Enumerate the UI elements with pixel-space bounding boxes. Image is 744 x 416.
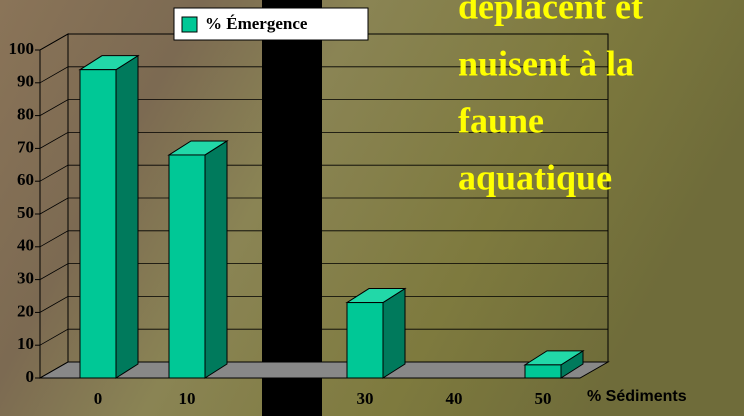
y-tick-label: 50 xyxy=(17,203,34,222)
annotation-line: aquatique xyxy=(458,157,612,197)
bar-side xyxy=(205,141,227,378)
x-tick-label: 0 xyxy=(94,389,103,408)
y-tick-label: 100 xyxy=(9,39,35,58)
x-tick-label: 30 xyxy=(357,389,374,408)
x-tick-label: 50 xyxy=(535,389,552,408)
bar xyxy=(525,365,561,378)
bar-side xyxy=(116,56,138,378)
x-tick-label: 10 xyxy=(179,389,196,408)
chart: 0 10 20 30 40 50 60 70 80 90 100 0 10 20 30 40 50 % Émer… xyxy=(0,0,744,416)
x-tick-label: 20 xyxy=(268,389,285,408)
y-tick-label: 70 xyxy=(17,137,34,156)
legend-label: % Émergence xyxy=(205,14,308,33)
y-tick-label: 20 xyxy=(17,301,34,320)
legend-swatch xyxy=(182,17,197,32)
bar xyxy=(80,70,116,378)
y-tick-label: 80 xyxy=(17,105,34,124)
bar-side xyxy=(383,289,405,378)
background-dark-band xyxy=(262,0,322,416)
annotation-line: faune xyxy=(458,100,544,140)
y-tick-label: 40 xyxy=(17,236,34,255)
annotation-line: nuisent à la xyxy=(458,43,634,83)
annotation-line: déplacent et xyxy=(458,0,643,26)
bar xyxy=(347,303,383,378)
y-tick-label: 10 xyxy=(17,334,34,353)
y-tick-label: 60 xyxy=(17,170,34,189)
y-tick-label: 0 xyxy=(26,367,35,386)
x-axis-label: % Sédiments xyxy=(587,388,687,405)
y-tick-label: 90 xyxy=(17,72,34,91)
x-tick-label: 40 xyxy=(446,389,463,408)
y-tick-label: 30 xyxy=(17,269,34,288)
bar xyxy=(169,155,205,378)
